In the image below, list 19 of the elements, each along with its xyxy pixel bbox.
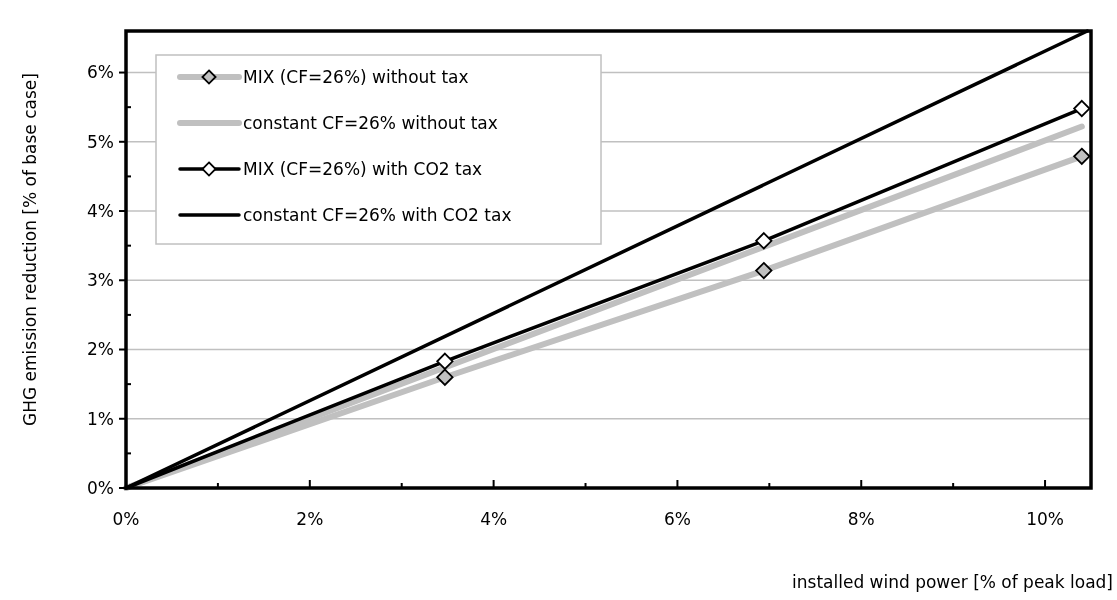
y-tick-label: 2% [87, 339, 114, 360]
x-tick-label: 8% [847, 509, 875, 529]
x-tick-label: 0% [112, 509, 140, 529]
y-tick-label: 6% [87, 62, 114, 83]
x-axis-title: installed wind power [% of peak load] [792, 572, 1113, 592]
legend-label: MIX (CF=26%) with CO2 tax [243, 158, 483, 179]
legend-label: MIX (CF=26%) without tax [243, 66, 469, 87]
y-tick-label: 4% [87, 200, 114, 221]
x-tick-label: 10% [1026, 509, 1064, 529]
y-tick-label: 0% [87, 477, 114, 498]
x-tick-label: 2% [296, 509, 324, 529]
y-tick-label: 3% [87, 270, 114, 291]
y-axis-title: GHG emission reduction [% of base case] [20, 73, 40, 426]
x-tick-label: 6% [663, 509, 691, 529]
y-tick-label: 1% [87, 408, 114, 429]
y-tick-label: 5% [87, 131, 114, 152]
legend-label: constant CF=26% with CO2 tax [243, 204, 512, 225]
legend-label: constant CF=26% without tax [243, 112, 498, 133]
x-tick-label: 4% [480, 509, 508, 529]
